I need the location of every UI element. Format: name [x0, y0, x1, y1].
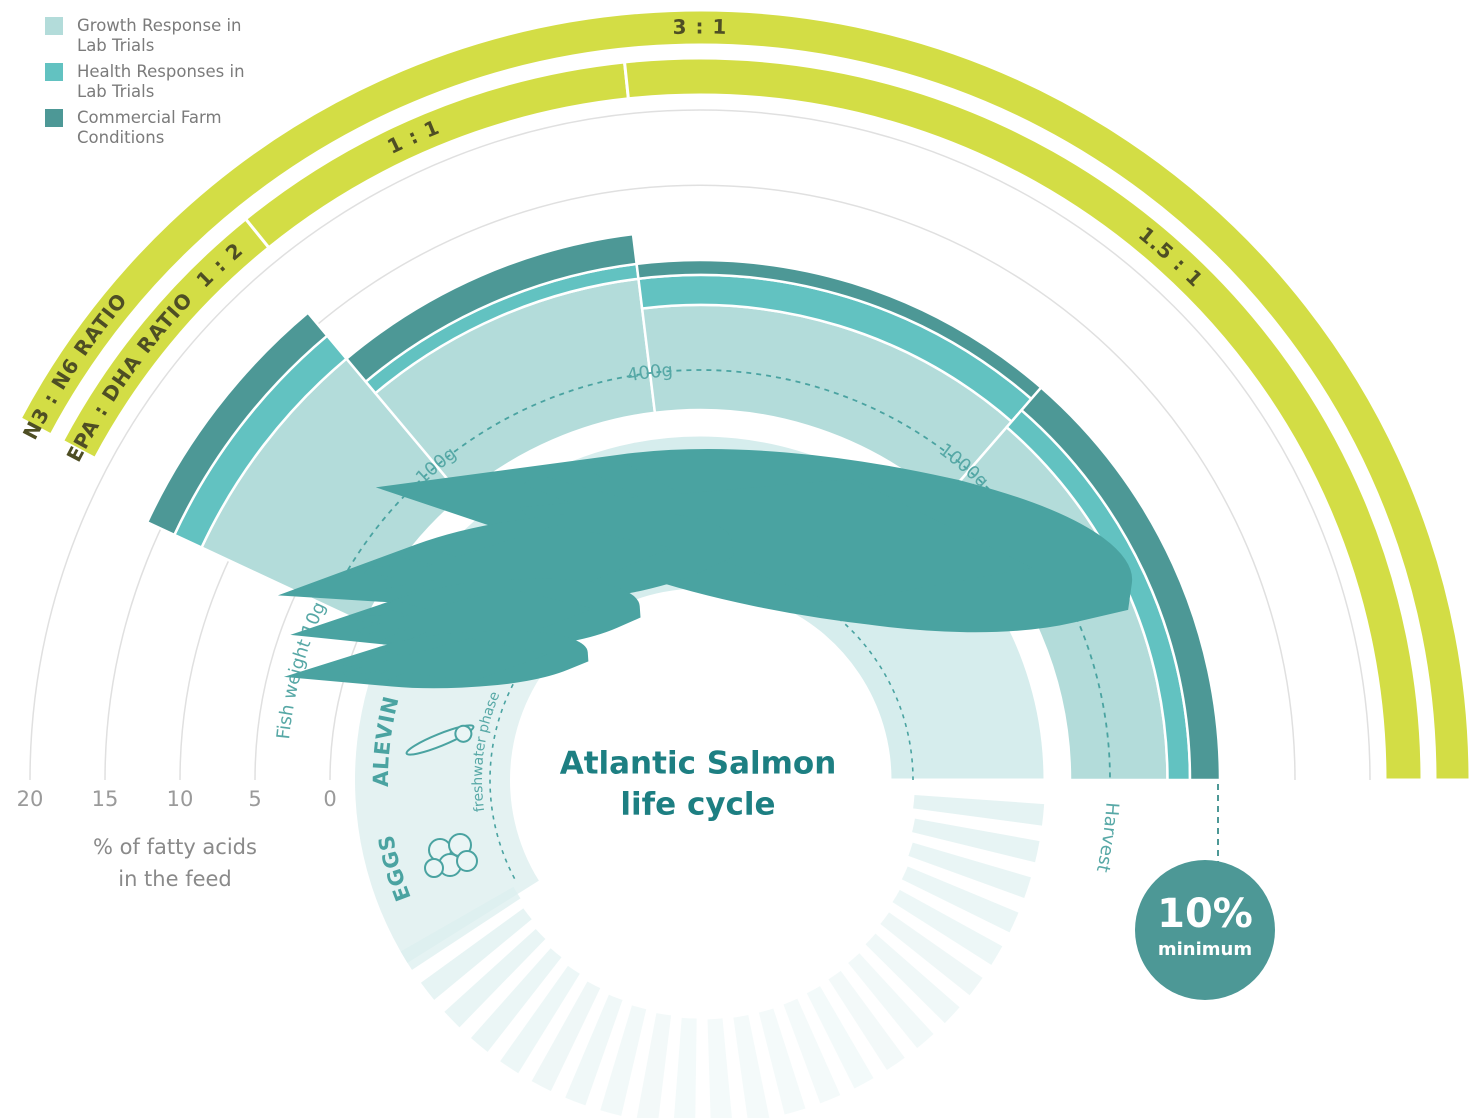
adult-fish-icon [707, 510, 936, 565]
y-tick-label: 0 [323, 787, 336, 811]
decorative-stripe [674, 1018, 697, 1118]
y-tick-label: 5 [248, 787, 261, 811]
legend: Growth Response in Lab Trials Health Resp… [45, 16, 245, 154]
legend-swatch [45, 109, 63, 127]
weight-label: Harvest [1092, 802, 1123, 875]
y-tick-label: 15 [92, 787, 119, 811]
legend-item: Growth Response in Lab Trials [45, 16, 245, 56]
chart: 05101520% of fatty acidsin the feedN3 : … [0, 0, 1471, 1118]
decorative-stripe [708, 1018, 733, 1118]
y-tick-label: 10 [167, 787, 194, 811]
decorative-stripe [913, 795, 1044, 826]
legend-item: Health Responses in Lab Trials [45, 62, 245, 102]
legend-label: Growth Response in Lab Trials [77, 16, 245, 56]
ratio-label: 3 : 1 [672, 14, 727, 38]
legend-swatch [45, 63, 63, 81]
y-tick-label: 20 [17, 787, 44, 811]
chart-title: Atlantic Salmon [560, 746, 837, 782]
page: {"chart_data": {"type": "radial_bar", "t… [0, 0, 1471, 1118]
axis-title: % of fatty acids [93, 835, 257, 859]
legend-swatch [45, 17, 63, 35]
ratio-label: 3 : 1 [672, 14, 727, 38]
annotation-value: 10% [1157, 891, 1253, 937]
weight-label: Harvest [1092, 802, 1123, 875]
legend-label: Commercial Farm Conditions [77, 108, 245, 148]
chart-title: life cycle [620, 787, 775, 823]
legend-item: Commercial Farm Conditions [45, 108, 245, 148]
fry-fish-icon [417, 653, 509, 668]
decorative-stripe [637, 1013, 672, 1118]
eggs-icon [425, 834, 477, 877]
annotation-text: minimum [1158, 939, 1252, 960]
smolt-fish-icon [476, 547, 613, 574]
legend-label: Health Responses in Lab Trials [77, 62, 245, 102]
axis-title: in the feed [118, 867, 232, 891]
parr-fish-icon [443, 607, 548, 624]
